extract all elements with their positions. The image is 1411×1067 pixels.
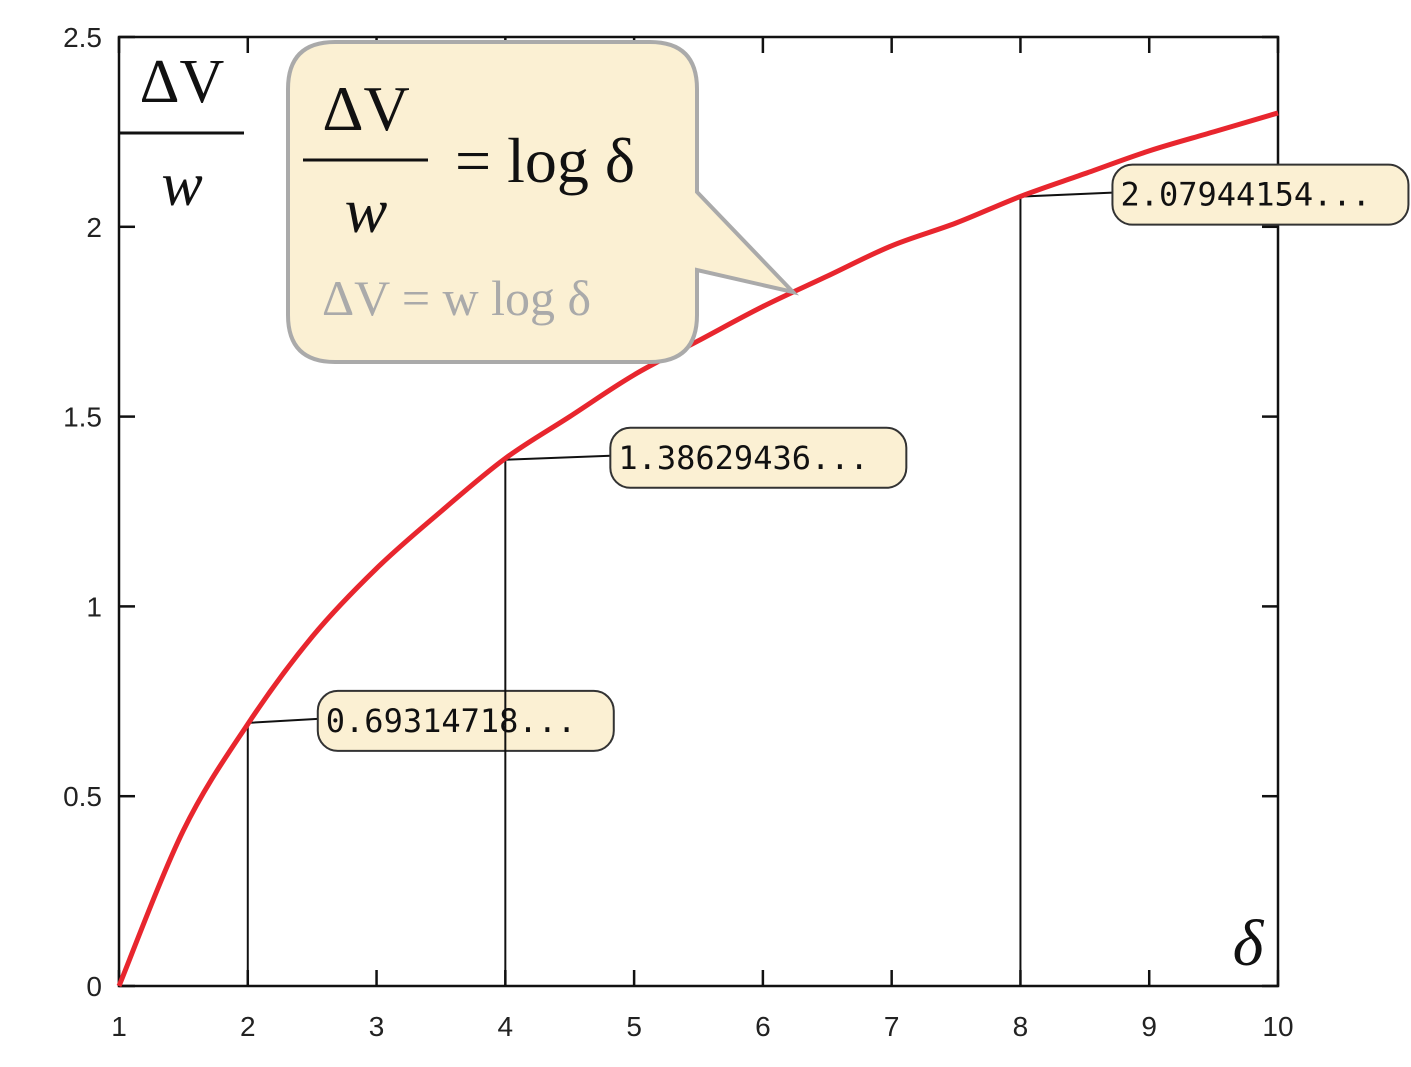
y-label-numerator: ΔV	[140, 48, 225, 116]
bubble-denominator: w	[345, 175, 388, 246]
value-label: 1.38629436...	[618, 439, 868, 477]
value-label-box	[609, 426, 908, 489]
x-label: δ	[1233, 907, 1265, 980]
x-tick-label: 8	[1013, 1011, 1029, 1042]
x-tick-label: 2	[240, 1011, 256, 1042]
bubble-subtext: ΔV = w log δ	[322, 270, 591, 326]
value-label: 0.69314718...	[326, 702, 576, 740]
value-label-box	[316, 689, 615, 752]
plot-frame	[117, 35, 1280, 988]
x-tick-label: 3	[369, 1011, 385, 1042]
y-tick-label: 0.5	[63, 781, 102, 812]
y-label-denominator: w	[161, 151, 202, 219]
x-tick-label: 5	[626, 1011, 642, 1042]
x-tick-label: 1	[111, 1011, 127, 1042]
y-tick-label: 2.5	[63, 22, 102, 53]
x-tick-label: 4	[498, 1011, 514, 1042]
x-tick-label: 9	[1141, 1011, 1157, 1042]
x-tick-label: 7	[884, 1011, 900, 1042]
y-tick-label: 0	[86, 971, 102, 1002]
x-tick-label: 10	[1262, 1011, 1293, 1042]
speech-bubble	[286, 40, 800, 364]
bubble-numerator: ΔV	[322, 73, 409, 144]
y-tick-label: 1.5	[63, 402, 102, 433]
x-tick-label: 6	[755, 1011, 771, 1042]
y-tick-label: 1	[86, 591, 102, 622]
value-label: 2.07944154...	[1120, 176, 1370, 214]
y-tick-label: 2	[86, 212, 102, 243]
bubble-equation: = log δ	[455, 125, 635, 196]
value-label-box	[1111, 163, 1410, 226]
